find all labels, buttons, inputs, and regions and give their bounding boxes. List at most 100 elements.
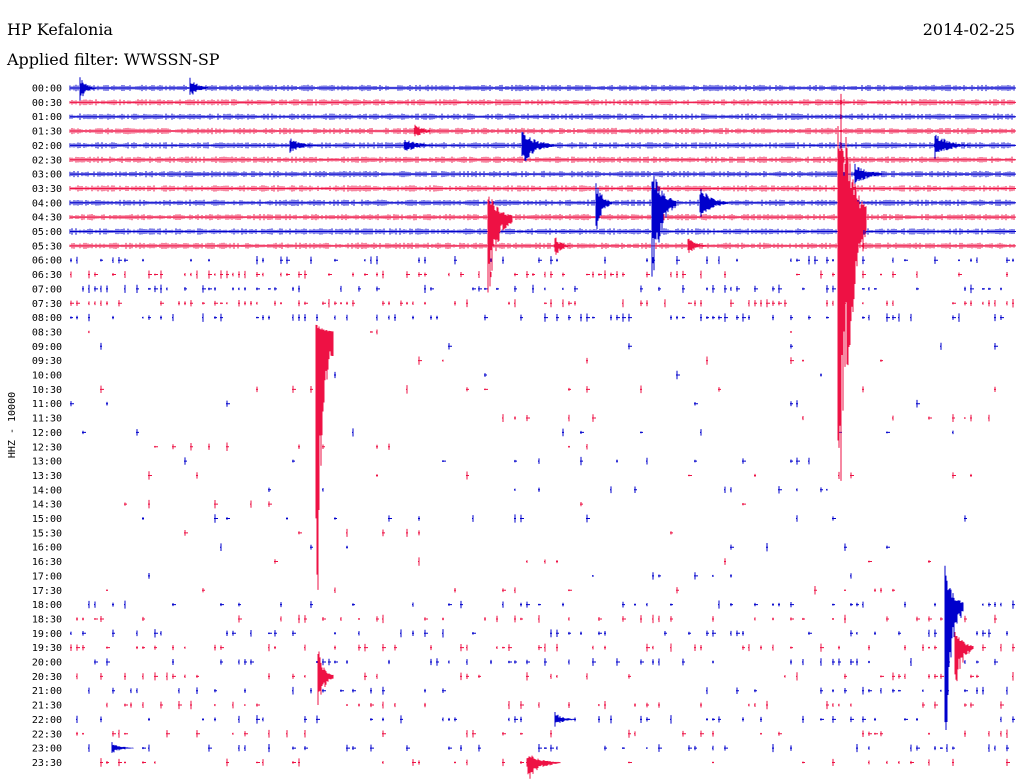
trace-row <box>274 557 931 566</box>
seismic-event <box>404 140 436 151</box>
trace-row <box>76 729 1008 739</box>
trace-row <box>76 715 1015 724</box>
row-time-label: 10:00 <box>32 371 62 382</box>
trace-row <box>70 643 1015 652</box>
seismic-event <box>687 238 707 253</box>
row-time-label: 13:00 <box>32 457 62 468</box>
row-time-label: 20:30 <box>32 672 62 683</box>
row-time-label: 16:00 <box>32 543 62 554</box>
row-time-label: 04:30 <box>32 213 62 224</box>
seismic-event <box>554 712 576 727</box>
trace-row <box>70 629 1008 638</box>
seismic-event <box>189 77 210 95</box>
row-time-label: 17:00 <box>32 571 62 582</box>
trace-row <box>100 385 996 394</box>
trace-row <box>184 456 810 466</box>
trace-row <box>148 572 852 580</box>
trace-row <box>88 600 1015 609</box>
trace-row <box>220 543 890 552</box>
trace-row <box>88 686 1008 695</box>
row-time-label: 06:00 <box>32 256 62 267</box>
row-time-label: 20:00 <box>32 658 62 669</box>
row-time-label: 12:00 <box>32 428 62 439</box>
row-time-label: 02:00 <box>32 141 62 152</box>
station-title: HP Kefalonia <box>7 20 113 39</box>
trace-row <box>268 486 828 494</box>
row-time-label: 18:30 <box>32 614 62 625</box>
row-time-label: 21:00 <box>32 686 62 697</box>
row-time-label: 08:00 <box>32 313 62 324</box>
seismic-event <box>487 196 513 293</box>
trace-row <box>148 471 972 480</box>
row-time-label: 07:30 <box>32 299 62 310</box>
row-time-label: 05:30 <box>32 241 62 252</box>
trace-row <box>69 199 1016 206</box>
row-time-label: 01:00 <box>32 112 62 123</box>
y-axis-label: HHZ - 10000 <box>7 392 18 458</box>
trace-row <box>88 329 792 335</box>
row-time-label: 02:30 <box>32 155 62 166</box>
row-time-label: 19:00 <box>32 629 62 640</box>
row-time-label: 07:00 <box>32 284 62 295</box>
seismic-event <box>414 124 436 137</box>
row-time-label: 15:30 <box>32 528 62 539</box>
row-time-label: 00:30 <box>32 98 62 109</box>
seismic-event <box>111 742 134 753</box>
trace-row <box>502 414 990 423</box>
row-time-label: 11:00 <box>32 399 62 410</box>
row-time-label: 03:00 <box>32 170 62 181</box>
trace-row <box>69 84 1016 92</box>
row-time-label: 19:30 <box>32 643 62 654</box>
row-time-label: 11:30 <box>32 414 62 425</box>
seismic-event <box>837 93 867 481</box>
seismic-event <box>954 631 974 682</box>
trace-row <box>76 672 1014 681</box>
trace-row <box>124 499 746 509</box>
seismic-event <box>315 324 334 590</box>
seismic-event <box>79 77 96 101</box>
trace-row <box>69 113 1016 120</box>
row-time-label: 06:30 <box>32 270 62 281</box>
seismic-event <box>527 755 561 779</box>
trace-row <box>69 242 1016 250</box>
trace-row <box>88 744 1009 753</box>
trace-row <box>82 284 1002 294</box>
trace-row <box>94 658 998 666</box>
row-time-label: 17:30 <box>32 586 62 597</box>
trace-row <box>69 156 1016 163</box>
trace-row <box>82 428 954 437</box>
row-time-label: 09:00 <box>32 342 62 353</box>
date-label: 2014-02-25 <box>922 20 1015 39</box>
trace-group <box>69 77 1016 779</box>
trace-row <box>70 270 1008 279</box>
row-time-label: 22:00 <box>32 715 62 726</box>
trace-row <box>69 127 1016 135</box>
seismic-event <box>289 138 320 153</box>
trace-row <box>70 399 920 408</box>
row-time-label: 09:30 <box>32 356 62 367</box>
trace-row <box>69 228 1016 235</box>
row-time-label: 23:00 <box>32 744 62 755</box>
seismic-event <box>554 237 571 255</box>
seismic-event <box>699 189 728 217</box>
trace-row <box>154 442 588 452</box>
seismic-event <box>854 163 885 184</box>
trace-row <box>100 758 1010 767</box>
row-time-label: 13:30 <box>32 471 62 482</box>
trace-row <box>69 170 1016 178</box>
trace-row <box>106 585 895 595</box>
row-time-label: 14:30 <box>32 500 62 511</box>
row-time-label: 23:30 <box>32 758 62 769</box>
row-time-label: 21:30 <box>32 701 62 712</box>
row-time-label: 18:00 <box>32 600 62 611</box>
row-time-label: 05:00 <box>32 227 62 238</box>
trace-row <box>70 313 1004 322</box>
trace-row <box>70 298 1014 308</box>
trace-row <box>69 213 1016 221</box>
row-time-label: 14:00 <box>32 485 62 496</box>
trace-row <box>184 528 673 537</box>
row-time-label: 22:30 <box>32 729 62 740</box>
trace-row <box>70 255 1014 265</box>
row-time-label: 00:00 <box>32 84 62 95</box>
